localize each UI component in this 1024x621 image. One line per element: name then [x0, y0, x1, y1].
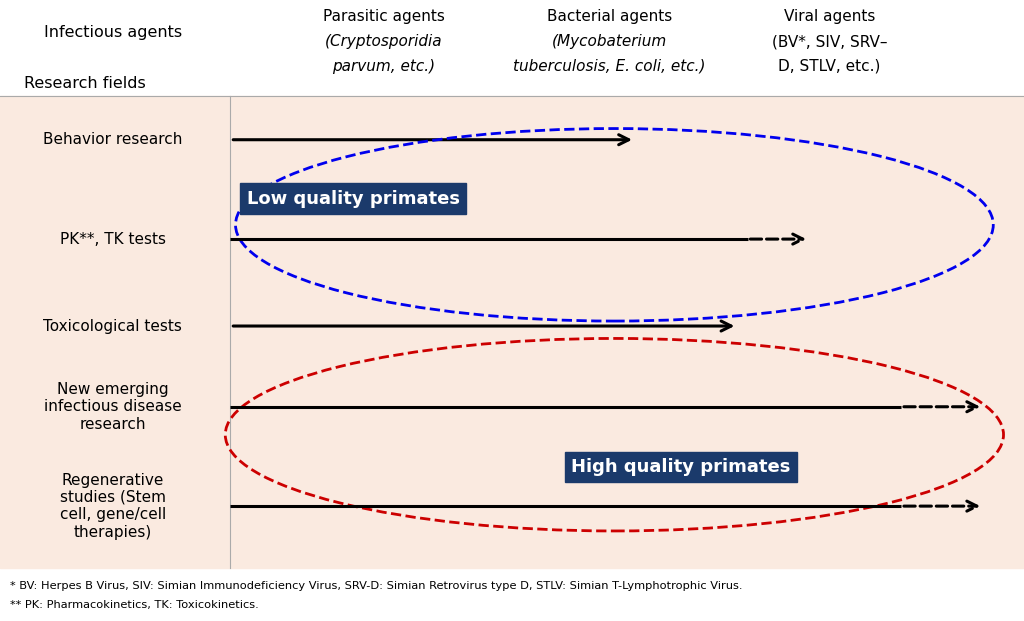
Text: Low quality primates: Low quality primates: [247, 190, 460, 207]
Text: * BV: Herpes B Virus, SIV: Simian Immunodeficiency Virus, SRV-D: Simian Retrovir: * BV: Herpes B Virus, SIV: Simian Immuno…: [10, 581, 742, 591]
Text: parvum, etc.): parvum, etc.): [333, 59, 435, 74]
Text: Toxicological tests: Toxicological tests: [43, 319, 182, 333]
Text: High quality primates: High quality primates: [571, 458, 791, 476]
Text: New emerging
infectious disease
research: New emerging infectious disease research: [44, 382, 181, 432]
Text: Behavior research: Behavior research: [43, 132, 182, 147]
Text: Parasitic agents: Parasitic agents: [323, 9, 445, 24]
Text: Infectious agents: Infectious agents: [44, 25, 181, 40]
Text: (Mycobaterium: (Mycobaterium: [552, 34, 667, 49]
Bar: [0, 96, 230, 568]
Text: (BV*, SIV, SRV–: (BV*, SIV, SRV–: [772, 34, 887, 49]
Text: Viral agents: Viral agents: [783, 9, 876, 24]
Text: ** PK: Pharmacokinetics, TK: Toxicokinetics.: ** PK: Pharmacokinetics, TK: Toxicokinet…: [10, 601, 259, 610]
Bar: [230, 96, 1024, 568]
Text: tuberculosis, E. coli, etc.): tuberculosis, E. coli, etc.): [513, 59, 706, 74]
Text: D, STLV, etc.): D, STLV, etc.): [778, 59, 881, 74]
Text: (Cryptosporidia: (Cryptosporidia: [326, 34, 442, 49]
Text: Research fields: Research fields: [25, 76, 145, 91]
Text: PK**, TK tests: PK**, TK tests: [59, 232, 166, 247]
Text: Bacterial agents: Bacterial agents: [547, 9, 672, 24]
Text: Regenerative
studies (Stem
cell, gene/cell
therapies): Regenerative studies (Stem cell, gene/ce…: [59, 473, 166, 540]
